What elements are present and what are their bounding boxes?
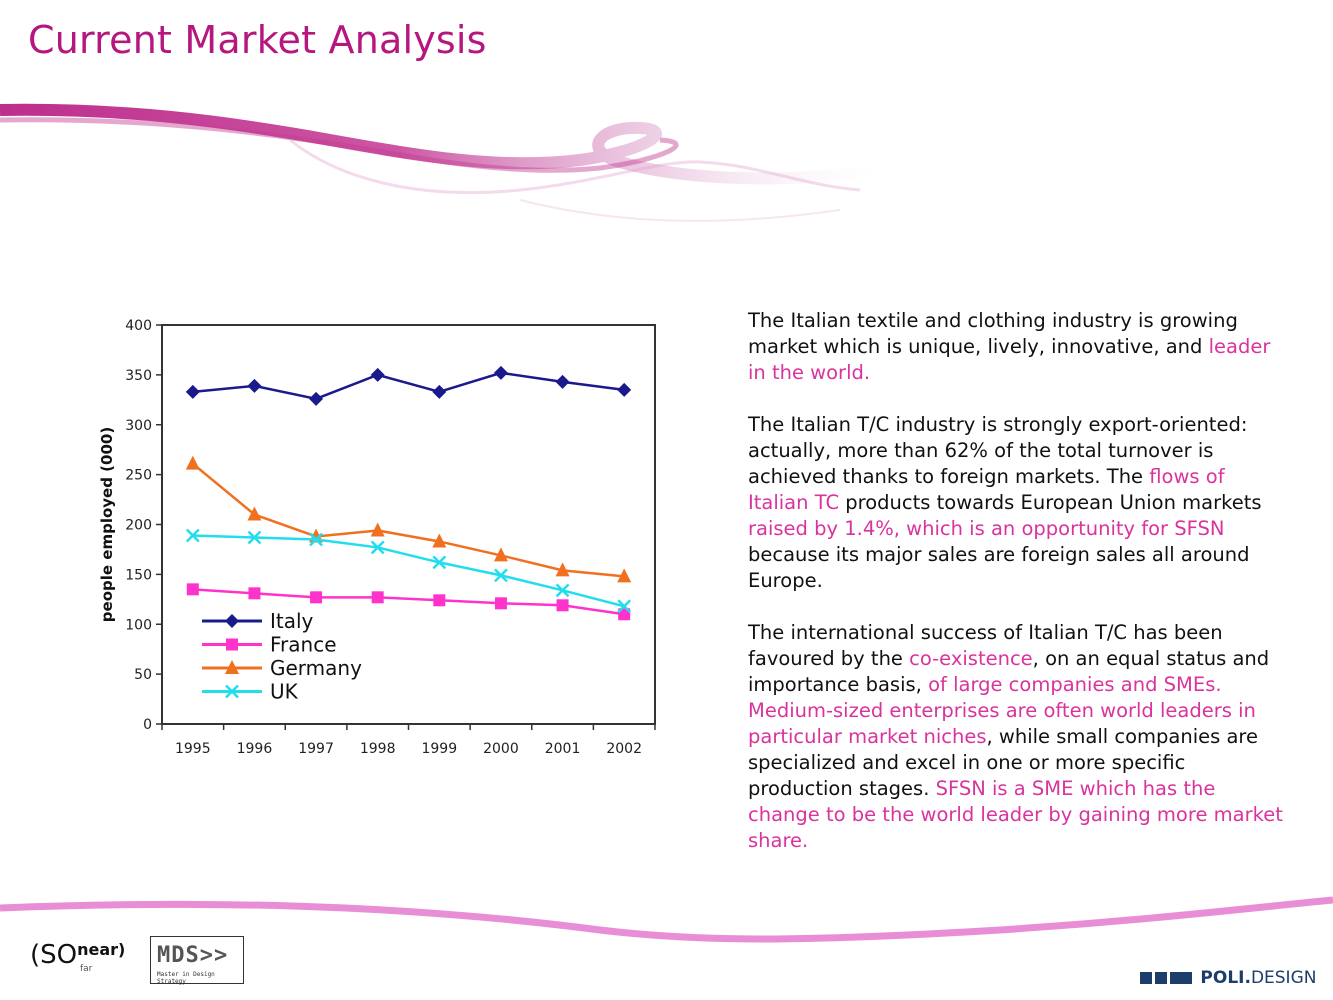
data-point-italy xyxy=(247,378,262,393)
paragraph-1: The Italian textile and clothing industr… xyxy=(748,308,1288,386)
data-point-italy xyxy=(493,365,508,380)
sonear-logo: (SOnear) far xyxy=(30,940,126,974)
data-point-italy xyxy=(432,384,447,399)
x-tick-label: 1995 xyxy=(175,741,211,757)
mds-logo-main: MDS>> xyxy=(157,943,229,968)
data-point-france xyxy=(556,599,569,612)
y-tick-label: 200 xyxy=(125,518,152,534)
p2-segment: flows of Italian TC xyxy=(748,465,1225,514)
legend-label-germany: Germany xyxy=(270,656,362,680)
data-point-france xyxy=(494,597,507,610)
y-tick-label: 0 xyxy=(143,717,152,733)
data-point-italy xyxy=(617,382,632,397)
y-tick-label: 300 xyxy=(125,418,152,434)
data-point-germany xyxy=(493,547,508,562)
data-point-uk xyxy=(309,532,323,547)
polidesign-logo-rest: DESIGN xyxy=(1250,968,1317,988)
paragraph-2: The Italian T/C industry is strongly exp… xyxy=(748,412,1288,594)
y-tick-label: 400 xyxy=(125,318,152,334)
legend-marker-italy xyxy=(225,614,239,628)
y-tick-label: 150 xyxy=(125,567,152,583)
data-point-uk xyxy=(370,540,385,555)
p3-segment: co-existence xyxy=(909,647,1033,670)
series-line-france xyxy=(192,588,625,616)
legend-marker-germany xyxy=(225,660,239,674)
x-tick-label: 2002 xyxy=(606,741,642,757)
data-point-uk xyxy=(185,528,200,543)
p2-segment: The Italian T/C industry is strongly exp… xyxy=(748,413,1248,488)
data-point-france xyxy=(310,591,323,604)
x-tick-label: 2000 xyxy=(483,741,519,757)
data-point-france xyxy=(371,591,384,604)
data-point-france xyxy=(186,583,199,596)
decorative-bottom-wave xyxy=(0,896,1333,943)
sonear-logo-main: (SO xyxy=(30,940,78,970)
analysis-text: The Italian textile and clothing industr… xyxy=(748,308,1288,880)
data-point-france xyxy=(433,594,446,607)
sonear-logo-near: near) xyxy=(77,940,126,959)
data-point-france xyxy=(248,587,261,600)
data-point-uk xyxy=(494,568,508,583)
data-point-germany xyxy=(185,455,200,470)
logo-square-icon xyxy=(1140,972,1152,984)
series-line-italy xyxy=(192,371,625,401)
data-point-germany xyxy=(370,522,385,537)
data-point-uk xyxy=(555,583,570,598)
p2-segment: products towards European Union markets xyxy=(839,491,1262,514)
data-point-italy xyxy=(370,367,385,382)
p3-segment: of large companies and SMEs. Medium-size… xyxy=(748,673,1256,748)
employment-line-chart: 0 50 100 150 200 250 300 350 400 1995 1996 1997 1998… xyxy=(98,318,656,757)
p3-segment: , while small companies are specialized … xyxy=(748,725,1259,800)
data-point-germany xyxy=(432,533,447,548)
x-tick-label: 1998 xyxy=(360,741,396,757)
legend-label-italy: Italy xyxy=(270,609,314,633)
sonear-logo-far: far xyxy=(80,964,93,974)
data-point-germany xyxy=(555,562,570,577)
decorative-swirl xyxy=(0,103,881,222)
data-point-uk xyxy=(247,530,262,545)
p3-segment: , on an equal status and importance basi… xyxy=(748,647,1270,696)
y-tick-label: 250 xyxy=(125,468,152,484)
polidesign-logo: POLI.DESIGN xyxy=(1140,968,1316,988)
legend-label-france: France xyxy=(270,633,337,657)
x-tick-label: 1999 xyxy=(421,741,457,757)
series-line-germany xyxy=(192,462,625,578)
p1-segment: leader in the world. xyxy=(748,335,1271,384)
polidesign-logo-bold: POLI. xyxy=(1200,968,1251,988)
mds-logo-subtitle: Master in Design Strategy xyxy=(157,971,215,985)
y-axis-label: people employed (000) xyxy=(98,427,116,622)
x-tick-label: 1996 xyxy=(237,741,273,757)
data-point-uk xyxy=(432,555,447,570)
y-tick-label: 100 xyxy=(125,617,152,633)
legend-label-uk: UK xyxy=(270,680,299,704)
x-tick-label: 2001 xyxy=(545,741,581,757)
mds-logo: MDS>> Master in Design Strategy xyxy=(150,936,244,985)
p3-segment: The international success of Italian T/C… xyxy=(748,621,1223,670)
legend-marker-uk xyxy=(225,684,239,699)
data-point-italy xyxy=(185,384,200,399)
series-line-uk xyxy=(192,534,625,608)
p2-segment: raised by 1.4%, which is an opportunity … xyxy=(748,517,1225,540)
data-point-germany xyxy=(247,506,262,521)
data-point-italy xyxy=(309,391,324,406)
logo-bar-icon xyxy=(1170,972,1192,984)
data-point-germany xyxy=(617,568,632,583)
logo-square-icon xyxy=(1155,972,1167,984)
paragraph-3: The international success of Italian T/C… xyxy=(748,620,1288,854)
data-point-france xyxy=(618,608,631,621)
p3-segment: SFSN is a SME which has the change to be… xyxy=(748,777,1283,852)
legend-marker-france xyxy=(226,638,238,651)
data-point-uk xyxy=(617,599,632,614)
data-point-italy xyxy=(555,374,570,389)
plot-area xyxy=(161,324,656,725)
p2-segment: because its major sales are foreign sale… xyxy=(748,543,1250,592)
y-tick-label: 50 xyxy=(134,667,152,683)
slide-title: Current Market Analysis xyxy=(28,18,487,62)
x-tick-label: 1997 xyxy=(298,741,334,757)
y-tick-label: 350 xyxy=(125,368,152,384)
p1-segment: The Italian textile and clothing industr… xyxy=(748,309,1238,358)
